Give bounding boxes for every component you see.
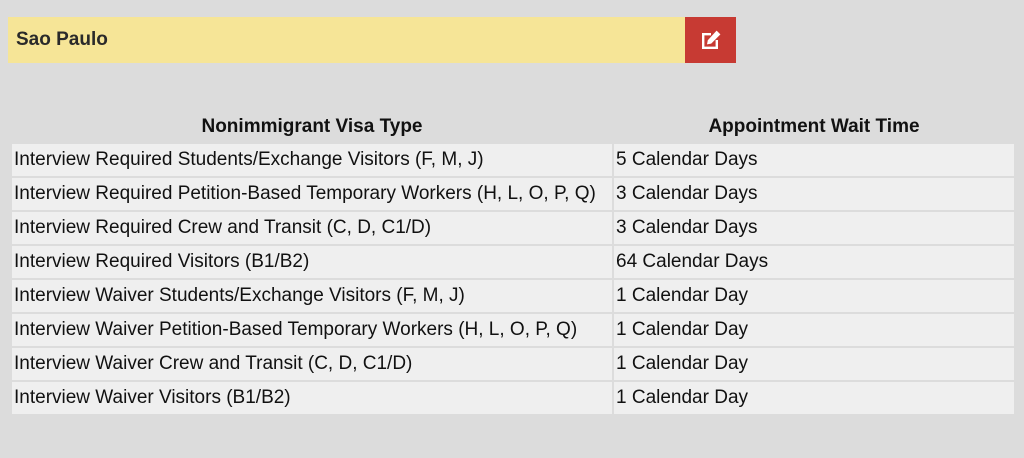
visa-type-cell: Interview Waiver Petition-Based Temporar… bbox=[12, 314, 612, 346]
table-row: Interview Waiver Crew and Transit (C, D,… bbox=[12, 348, 1014, 380]
table-row: Interview Required Petition-Based Tempor… bbox=[12, 178, 1014, 210]
table-row: Interview Required Crew and Transit (C, … bbox=[12, 212, 1014, 244]
edit-button[interactable] bbox=[685, 17, 736, 63]
wait-time-cell: 3 Calendar Days bbox=[614, 212, 1014, 244]
table-row: Interview Required Students/Exchange Vis… bbox=[12, 144, 1014, 176]
wait-time-cell: 64 Calendar Days bbox=[614, 246, 1014, 278]
wait-time-cell: 1 Calendar Day bbox=[614, 280, 1014, 312]
column-header-wait-time: Appointment Wait Time bbox=[708, 116, 920, 137]
city-name: Sao Paulo bbox=[16, 29, 108, 50]
table-row: Interview Waiver Petition-Based Temporar… bbox=[12, 314, 1014, 346]
visa-type-cell: Interview Required Students/Exchange Vis… bbox=[12, 144, 612, 176]
city-header: Sao Paulo bbox=[8, 17, 685, 63]
wait-time-cell: 1 Calendar Day bbox=[614, 382, 1014, 414]
table-row: Interview Waiver Visitors (B1/B2) 1 Cale… bbox=[12, 382, 1014, 414]
visa-type-cell: Interview Required Visitors (B1/B2) bbox=[12, 246, 612, 278]
table-row: Interview Waiver Students/Exchange Visit… bbox=[12, 280, 1014, 312]
visa-type-cell: Interview Waiver Visitors (B1/B2) bbox=[12, 382, 612, 414]
visa-type-cell: Interview Required Petition-Based Tempor… bbox=[12, 178, 612, 210]
visa-type-cell: Interview Required Crew and Transit (C, … bbox=[12, 212, 612, 244]
wait-time-table: Nonimmigrant Visa Type Appointment Wait … bbox=[10, 110, 1016, 416]
wait-time-cell: 5 Calendar Days bbox=[614, 144, 1014, 176]
wait-time-cell: 3 Calendar Days bbox=[614, 178, 1014, 210]
table-row: Interview Required Visitors (B1/B2) 64 C… bbox=[12, 246, 1014, 278]
visa-type-cell: Interview Waiver Students/Exchange Visit… bbox=[12, 280, 612, 312]
wait-time-cell: 1 Calendar Day bbox=[614, 348, 1014, 380]
edit-icon bbox=[701, 30, 720, 49]
visa-type-cell: Interview Waiver Crew and Transit (C, D,… bbox=[12, 348, 612, 380]
table-header-row: Nonimmigrant Visa Type Appointment Wait … bbox=[12, 112, 1014, 142]
column-header-visa-type: Nonimmigrant Visa Type bbox=[201, 116, 423, 137]
wait-time-cell: 1 Calendar Day bbox=[614, 314, 1014, 346]
